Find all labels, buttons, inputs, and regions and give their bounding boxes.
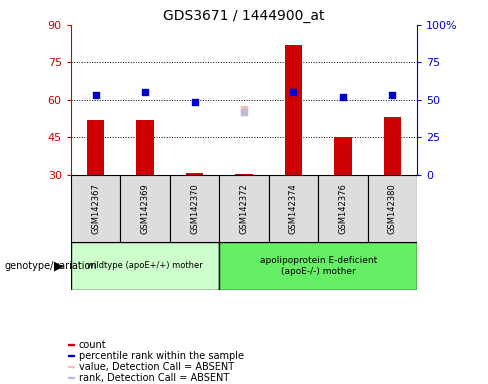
Text: GSM142367: GSM142367	[91, 183, 100, 234]
FancyBboxPatch shape	[368, 175, 417, 242]
Bar	[87, 120, 104, 175]
Text: wildtype (apoE+/+) mother: wildtype (apoE+/+) mother	[87, 262, 203, 270]
Text: GSM142370: GSM142370	[190, 183, 199, 234]
Text: GSM142380: GSM142380	[388, 183, 397, 234]
Point	[339, 94, 347, 100]
Bar	[68, 344, 74, 345]
Title: GDS3671 / 1444900_at: GDS3671 / 1444900_at	[163, 8, 325, 23]
Point	[92, 92, 100, 98]
Point	[141, 89, 149, 95]
Bar	[186, 173, 203, 175]
Text: GSM142369: GSM142369	[141, 183, 149, 234]
FancyBboxPatch shape	[318, 175, 368, 242]
Text: GSM142372: GSM142372	[240, 183, 248, 234]
Text: GSM142374: GSM142374	[289, 183, 298, 234]
Bar	[68, 355, 74, 356]
Point	[289, 89, 297, 95]
Point	[240, 109, 248, 115]
Text: ▶: ▶	[54, 260, 63, 272]
Text: genotype/variation: genotype/variation	[5, 261, 98, 271]
FancyBboxPatch shape	[71, 242, 219, 290]
Text: apolipoprotein E-deficient
(apoE-/-) mother: apolipoprotein E-deficient (apoE-/-) mot…	[260, 256, 377, 276]
Text: value, Detection Call = ABSENT: value, Detection Call = ABSENT	[79, 362, 234, 372]
Bar	[285, 45, 302, 175]
Bar	[235, 174, 253, 175]
Point	[240, 106, 248, 112]
Text: GSM142376: GSM142376	[339, 183, 347, 234]
Bar	[68, 377, 74, 378]
Bar	[136, 120, 154, 175]
Bar	[334, 137, 352, 175]
Bar	[384, 117, 401, 175]
FancyBboxPatch shape	[219, 242, 417, 290]
Text: percentile rank within the sample: percentile rank within the sample	[79, 351, 244, 361]
FancyBboxPatch shape	[170, 175, 219, 242]
Point	[388, 92, 396, 98]
Text: count: count	[79, 339, 106, 349]
FancyBboxPatch shape	[219, 175, 269, 242]
Bar	[68, 366, 74, 367]
FancyBboxPatch shape	[71, 175, 120, 242]
Point	[191, 99, 199, 105]
FancyBboxPatch shape	[120, 175, 170, 242]
Text: rank, Detection Call = ABSENT: rank, Detection Call = ABSENT	[79, 372, 229, 383]
FancyBboxPatch shape	[269, 175, 318, 242]
